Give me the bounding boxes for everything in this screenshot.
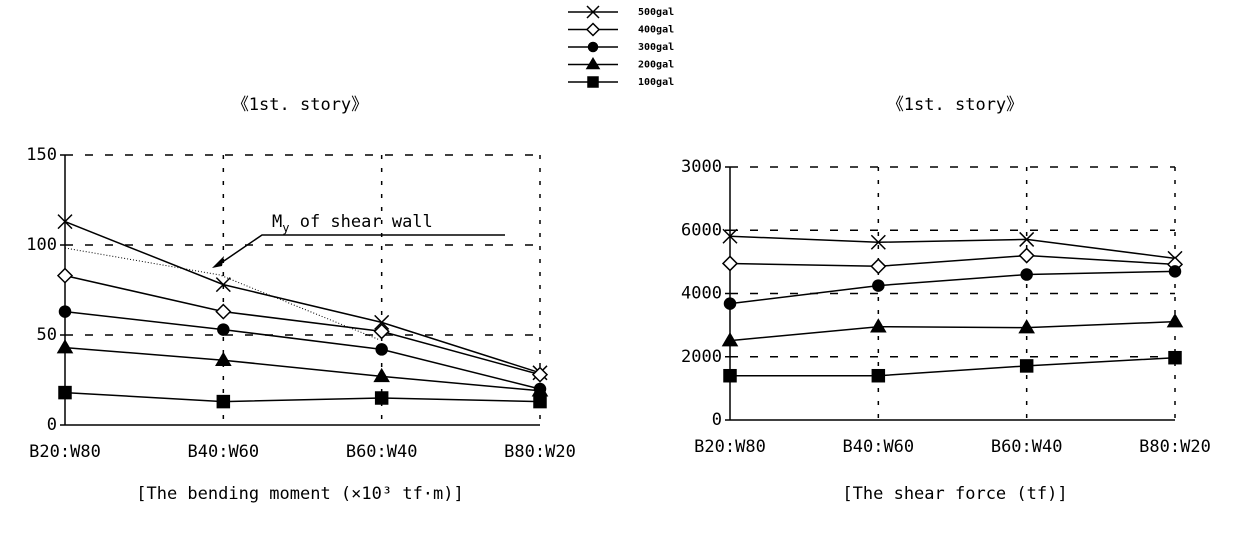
marker-diamond [585, 22, 601, 37]
series-line [64, 391, 541, 403]
annotation-main: M [272, 212, 282, 232]
series-line [64, 346, 541, 392]
series-line [729, 235, 1176, 260]
x-tick-label: B80:W20 [1139, 437, 1211, 457]
series-line [64, 310, 541, 390]
x-tick-label: B60:W40 [991, 437, 1063, 457]
marker-diamond [721, 255, 739, 272]
marker-diamond [531, 366, 549, 383]
marker-triangle [1166, 313, 1184, 328]
marker-square [1168, 350, 1182, 365]
x-tick-label: B20:W80 [694, 437, 766, 457]
annotation: My of shear wall [272, 212, 433, 235]
marker-circle [872, 279, 885, 292]
x-tick-label: B80:W20 [504, 442, 576, 462]
marker-triangle [215, 351, 232, 366]
y-tick-label: 100 [26, 235, 57, 255]
y-tick-label: 3000 [681, 157, 722, 177]
series-line [729, 254, 1176, 268]
marker-square [216, 394, 231, 409]
marker-circle [58, 305, 72, 318]
marker-square [723, 368, 737, 383]
legend-label: 500gal [638, 7, 674, 18]
series-line [64, 274, 541, 376]
marker-triangle [373, 367, 390, 383]
legend-label: 300gal [638, 42, 674, 53]
x-axis-label: [The bending moment (×10³ tf·m)] [136, 484, 464, 504]
marker-diamond [215, 303, 232, 320]
annotation-rest: of shear wall [289, 212, 432, 232]
marker-circle [723, 297, 737, 310]
x-tick-label: B40:W60 [188, 442, 260, 462]
y-tick-label: 0 [47, 415, 57, 435]
arrow-head [212, 256, 224, 268]
marker-x [1019, 231, 1035, 247]
series-line [730, 356, 1176, 377]
legend-label: 100gal [638, 77, 674, 88]
marker-x [722, 228, 738, 244]
marker-diamond [870, 258, 887, 275]
x-tick-label: B60:W40 [346, 442, 418, 462]
marker-circle [587, 41, 599, 53]
marker-diamond [373, 323, 390, 340]
marker-triangle [721, 332, 739, 347]
marker-x [870, 234, 886, 250]
x-tick-label: B20:W80 [29, 442, 101, 462]
annotation-sub: y [282, 221, 289, 235]
marker-circle [1020, 268, 1033, 281]
legend-label: 200gal [638, 60, 674, 71]
legend-label: 400gal [638, 25, 674, 36]
marker-triangle [870, 318, 887, 333]
marker-square [58, 385, 72, 400]
marker-triangle [585, 57, 601, 70]
marker-x [215, 277, 231, 293]
y-tick-label: 4000 [681, 284, 722, 304]
series-line [729, 270, 1176, 305]
y-tick-label: 150 [26, 145, 57, 165]
series-line [64, 220, 541, 374]
marker-square [533, 394, 547, 409]
x-tick-label: B40:W60 [843, 437, 915, 457]
marker-square [1019, 359, 1034, 373]
x-axis-label: [The shear force (tf)] [842, 484, 1067, 504]
marker-square [374, 391, 389, 405]
y-tick-label: 2000 [681, 347, 722, 367]
marker-x [374, 314, 390, 330]
marker-circle [217, 323, 230, 336]
marker-triangle [56, 339, 74, 354]
marker-circle [375, 343, 388, 356]
chart-title: 《1st. story》 [232, 95, 368, 115]
marker-triangle [1018, 319, 1035, 334]
y-tick-label: 6000 [681, 220, 722, 240]
annotation-arrow [217, 234, 505, 266]
marker-square [871, 368, 886, 383]
marker-diamond [56, 267, 74, 284]
chart-title: 《1st. story》 [887, 95, 1023, 115]
marker-diamond [1018, 247, 1035, 264]
marker-x [586, 5, 600, 19]
y-tick-label: 0 [712, 410, 722, 430]
y-tick-label: 50 [37, 325, 57, 345]
marker-x [57, 214, 73, 230]
series-line [729, 320, 1176, 342]
marker-circle [1168, 265, 1182, 278]
marker-square [587, 76, 599, 88]
